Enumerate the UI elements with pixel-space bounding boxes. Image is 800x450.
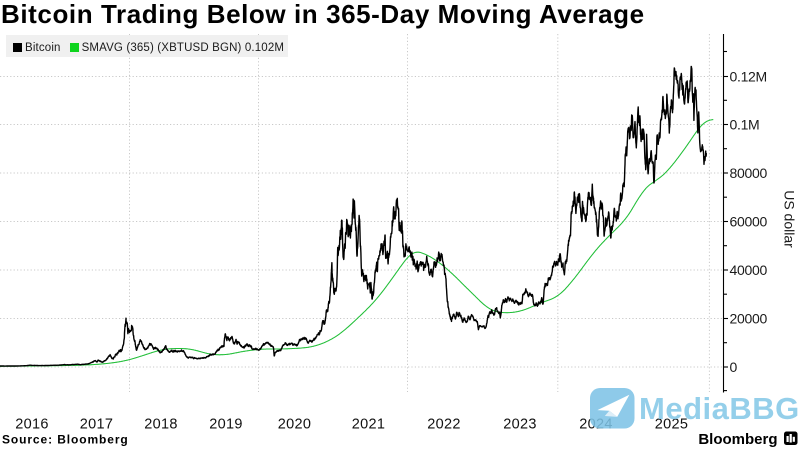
- svg-text:2025: 2025: [655, 417, 688, 433]
- svg-text:0: 0: [730, 359, 738, 375]
- svg-text:0.1M: 0.1M: [730, 116, 760, 132]
- svg-text:2019: 2019: [209, 417, 242, 433]
- svg-text:Source: Bloomberg: Source: Bloomberg: [2, 433, 129, 447]
- svg-text:0.12M: 0.12M: [730, 68, 767, 84]
- svg-text:80000: 80000: [730, 165, 768, 181]
- svg-text:60000: 60000: [730, 213, 768, 229]
- svg-text:20000: 20000: [730, 310, 768, 326]
- svg-text:2020: 2020: [278, 417, 311, 433]
- svg-text:2023: 2023: [503, 417, 536, 433]
- svg-text:2021: 2021: [352, 417, 385, 433]
- svg-text:40000: 40000: [730, 262, 768, 278]
- svg-text:Bloomberg: Bloomberg: [698, 431, 777, 448]
- svg-text:2018: 2018: [144, 417, 177, 433]
- svg-text:MediaBBG: MediaBBG: [639, 391, 800, 426]
- svg-text:2017: 2017: [80, 417, 113, 433]
- svg-text:2022: 2022: [427, 417, 460, 433]
- svg-text:US dollar: US dollar: [782, 190, 798, 248]
- svg-text:2016: 2016: [15, 417, 48, 433]
